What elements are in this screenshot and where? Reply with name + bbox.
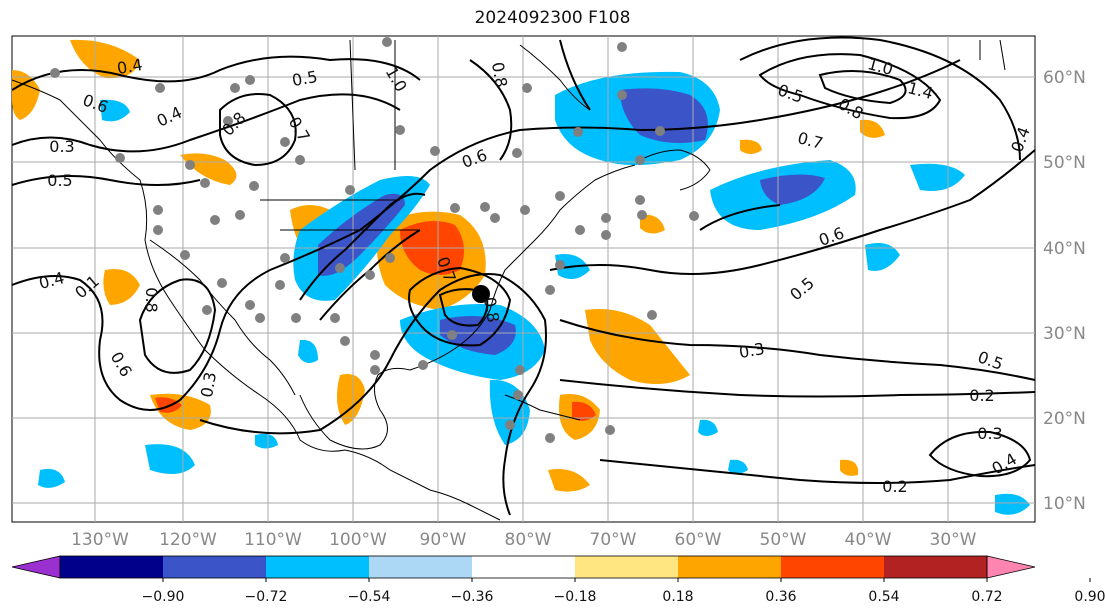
colorbar-segment xyxy=(369,556,473,578)
longitude-label: 60°W xyxy=(675,530,722,550)
svg-text:0.3: 0.3 xyxy=(197,371,220,399)
negative-region xyxy=(910,163,965,191)
positive-region xyxy=(336,374,365,425)
positive-region xyxy=(70,39,140,79)
negative-region xyxy=(38,468,65,488)
svg-text:0.4: 0.4 xyxy=(116,55,144,78)
colorbar-outline xyxy=(59,555,988,579)
latitude-label: 60°N xyxy=(1043,68,1086,88)
negative-region xyxy=(100,99,130,122)
positive-region xyxy=(840,459,859,476)
svg-text:0.8: 0.8 xyxy=(488,61,511,89)
svg-text:0.8: 0.8 xyxy=(480,296,503,324)
negative-region xyxy=(698,419,718,436)
svg-text:0.3: 0.3 xyxy=(49,137,74,156)
contour-label: 0.3 xyxy=(738,339,766,362)
negative-region xyxy=(728,459,748,474)
latitude-label: 10°N xyxy=(1043,494,1086,514)
positive-region xyxy=(548,469,590,492)
longitude-label: 80°W xyxy=(505,530,552,550)
latitude-label: 40°N xyxy=(1043,239,1086,259)
latitude-label: 50°N xyxy=(1043,153,1086,173)
longitude-label: 90°W xyxy=(420,530,467,550)
negative-region xyxy=(255,433,278,449)
colorbar xyxy=(11,555,1036,579)
colorbar-tick-label: −0.72 xyxy=(245,589,288,605)
colorbar-tick-label: −0.18 xyxy=(554,589,597,605)
contour-label: 0.4 xyxy=(116,55,144,78)
longitude-label: 120°W xyxy=(159,530,217,550)
svg-text:0.2: 0.2 xyxy=(969,386,994,405)
colorbar-tick-labels: −0.90 −0.72 −0.54 −0.36 −0.18 0.18 0.36 0.54 0.7… xyxy=(142,578,1105,605)
positive-region xyxy=(180,153,237,185)
contour-label: 0.5 xyxy=(47,171,72,190)
contour-label: 0.8 xyxy=(488,61,511,89)
colorbar-tick-label: −0.90 xyxy=(142,589,185,605)
positive-region xyxy=(103,269,140,305)
svg-text:0.2: 0.2 xyxy=(882,477,907,496)
colorbar-segment xyxy=(266,556,370,578)
colorbar-tick-label: −0.54 xyxy=(348,589,391,605)
colorbar-segment xyxy=(781,556,885,578)
colorbar-segment xyxy=(678,556,782,578)
colorbar-segment xyxy=(575,556,679,578)
colorbar-tick-label: 0.36 xyxy=(765,589,796,605)
colorbar-tick-label: 0.72 xyxy=(971,589,1002,605)
positive-region xyxy=(860,119,885,138)
contour-label: 0.2 xyxy=(969,386,994,405)
longitude-label: 40°W xyxy=(845,530,892,550)
storm-center-marker xyxy=(472,285,490,303)
map-title: 2024092300 F108 xyxy=(474,8,631,28)
contour-label: 0.3 xyxy=(197,371,220,399)
contour-label: 0.8 xyxy=(480,296,503,324)
contour-label: 0.3 xyxy=(49,137,74,156)
colorbar-tick-label: 0.90 xyxy=(1074,589,1105,605)
colorbar-segment xyxy=(60,556,164,578)
negative-region xyxy=(865,242,900,271)
latitude-label: 20°N xyxy=(1043,409,1086,429)
colorbar-tick-label: −0.36 xyxy=(451,589,494,605)
colorbar-tick-label: 0.54 xyxy=(868,589,899,605)
contour-label: 0.5 xyxy=(291,67,319,90)
colorbar-segment xyxy=(163,556,267,578)
colorbar-extend-high xyxy=(986,555,1036,579)
colorbar-tick-label: 0.18 xyxy=(662,589,693,605)
svg-text:0.8: 0.8 xyxy=(142,287,161,312)
colorbar-segment xyxy=(472,556,576,578)
svg-text:0.5: 0.5 xyxy=(291,67,319,90)
longitude-label: 100°W xyxy=(329,530,387,550)
svg-text:0.3: 0.3 xyxy=(738,339,766,362)
latitude-labels: 60°N 50°N 40°N 30°N 20°N 10°N xyxy=(1043,68,1086,514)
latitude-label: 30°N xyxy=(1043,324,1086,344)
colorbar-segment xyxy=(884,556,988,578)
longitude-label: 30°W xyxy=(930,530,977,550)
coastlines xyxy=(11,39,1006,521)
contour-label: 0.8 xyxy=(142,287,161,312)
longitude-label: 70°W xyxy=(590,530,637,550)
positive-region xyxy=(572,401,596,421)
positive-region xyxy=(585,309,690,384)
longitude-label: 50°W xyxy=(760,530,807,550)
longitude-label: 130°W xyxy=(71,530,129,550)
negative-region xyxy=(760,174,825,205)
svg-text:0.3: 0.3 xyxy=(977,424,1002,443)
station-markers xyxy=(50,37,699,443)
svg-text:0.5: 0.5 xyxy=(47,171,72,190)
negative-region xyxy=(298,339,318,364)
positive-region xyxy=(740,139,762,154)
contour-label: 0.3 xyxy=(977,424,1002,443)
longitude-label: 110°W xyxy=(244,530,302,550)
positive-region xyxy=(640,214,665,234)
colorbar-extend-low xyxy=(11,555,61,579)
negative-region xyxy=(995,493,1030,515)
contour-label: 0.2 xyxy=(882,477,907,496)
longitude-labels: 130°W 120°W 110°W 100°W 90°W 80°W 70°W 60°W 50°W… xyxy=(71,530,977,550)
